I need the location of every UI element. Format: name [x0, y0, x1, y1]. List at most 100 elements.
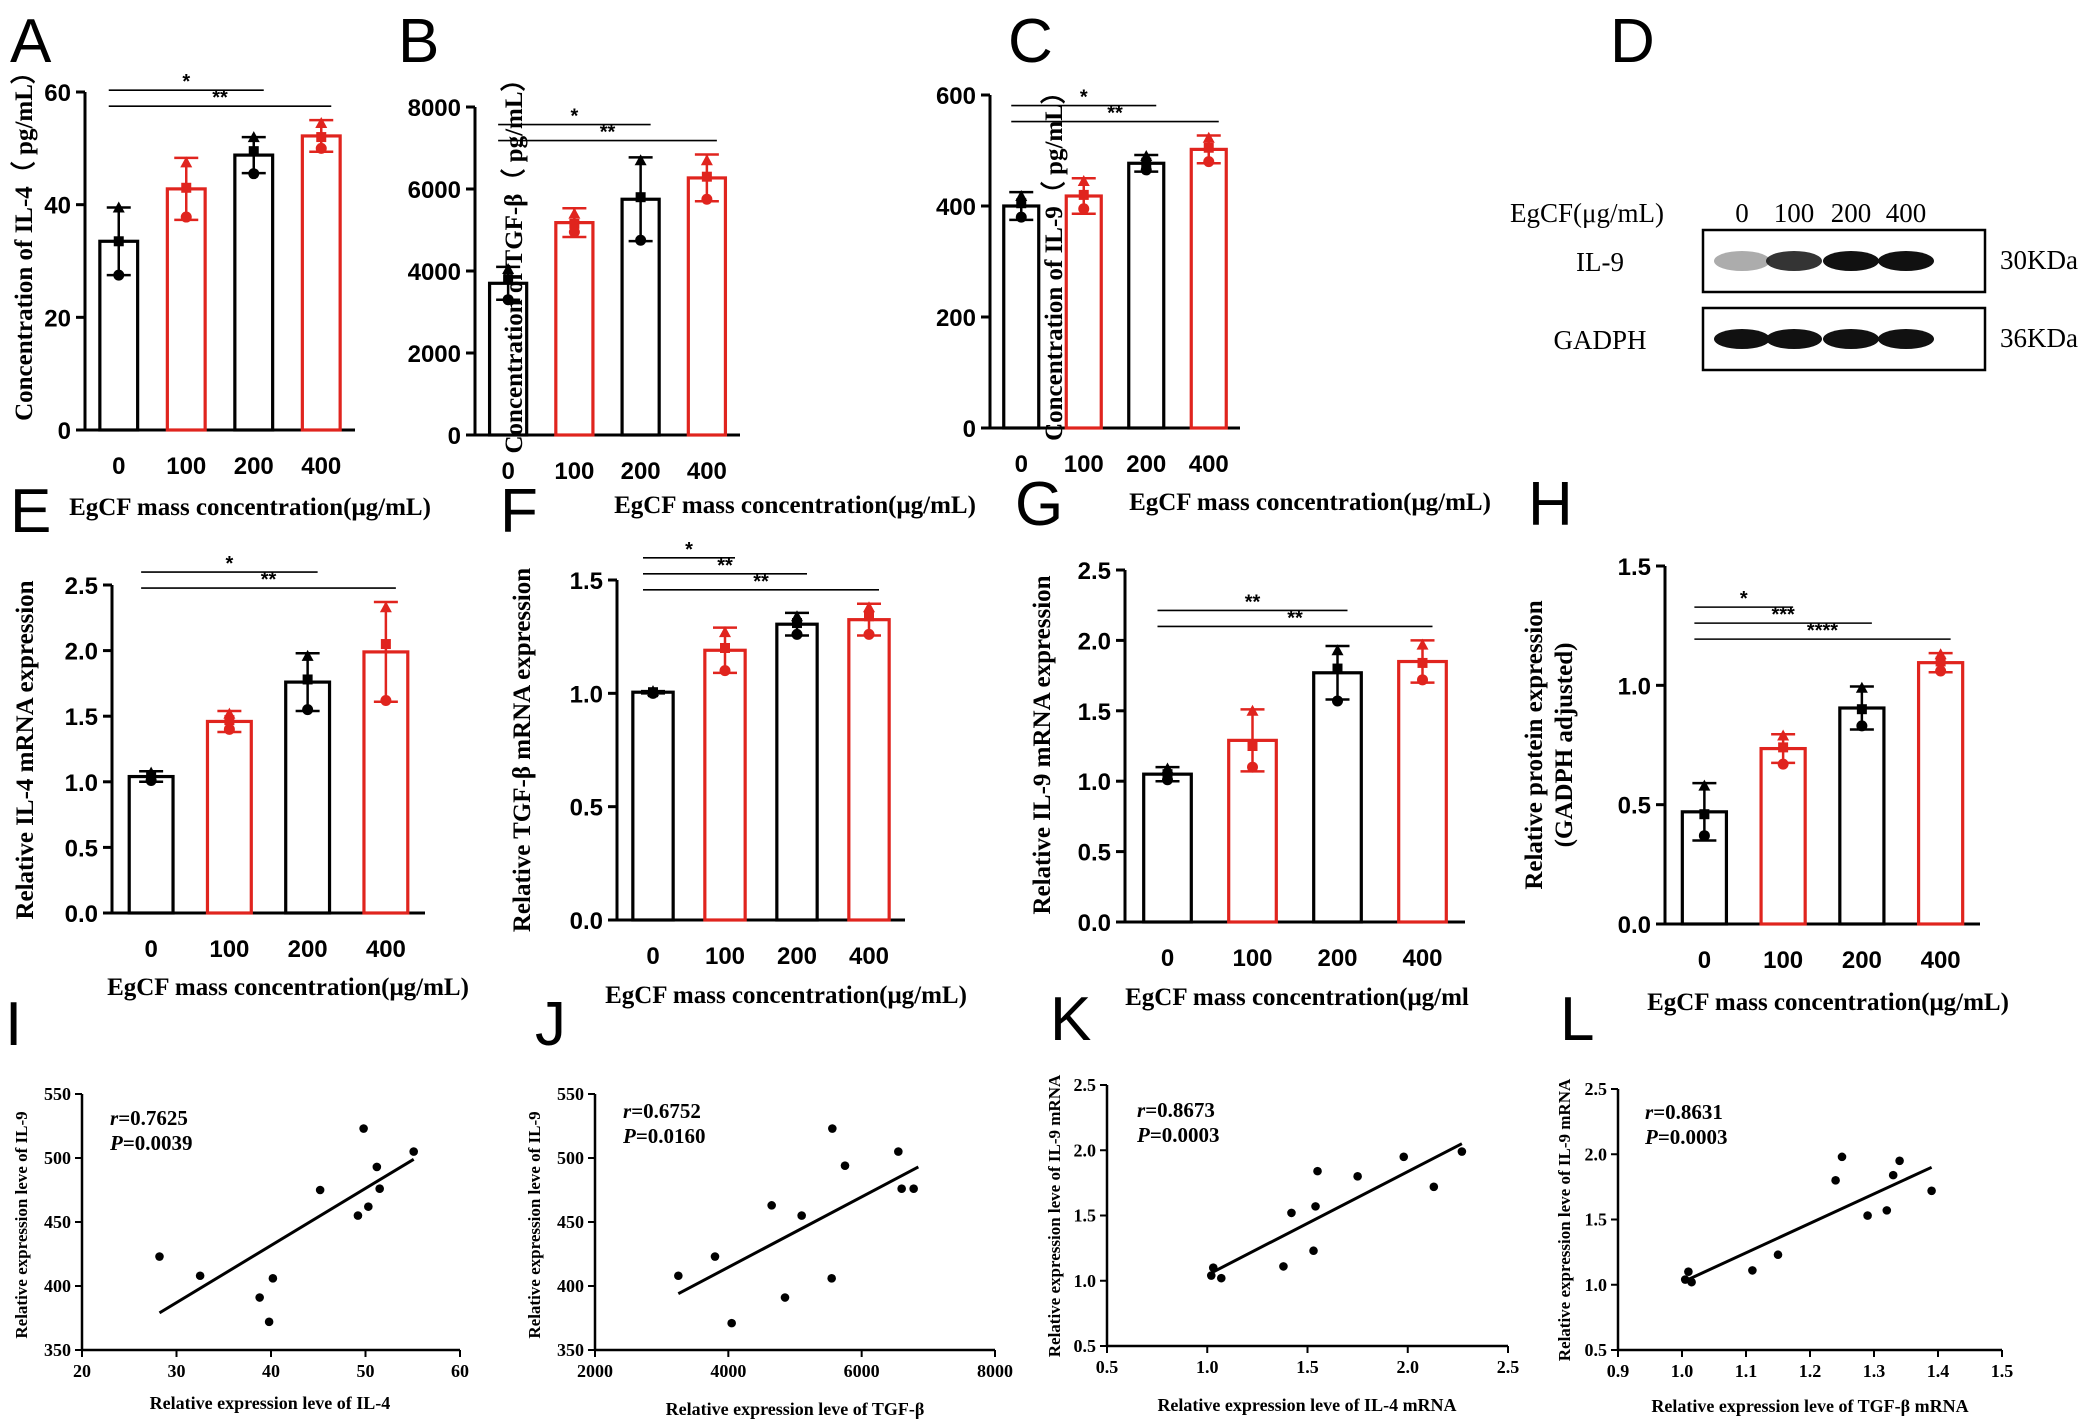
y-tick-label: 6000: [408, 177, 461, 204]
x-axis-label: EgCF mass concentration(μg/mL): [107, 974, 469, 1001]
bar: [703, 648, 747, 922]
y-tick-label: 2.5: [65, 573, 98, 600]
data-point: [1203, 142, 1214, 153]
data-point: [223, 707, 236, 719]
bar: [686, 176, 728, 437]
x-tick-label: 200: [621, 458, 661, 485]
r-symbol: r: [1137, 1098, 1146, 1122]
x-tick-label: 1.3: [1863, 1361, 1886, 1381]
data-point: [1856, 720, 1868, 732]
blot-band: [1714, 251, 1770, 271]
x-tick-label: 100: [705, 943, 745, 970]
p-value: P=0.0003: [1644, 1125, 1728, 1149]
bar: [631, 690, 675, 922]
y-tick-label: 1.0: [570, 681, 603, 708]
x-tick-label: 400: [366, 936, 406, 963]
x-tick-label: 1.0: [1671, 1361, 1694, 1381]
x-tick-label: 0: [1698, 947, 1711, 974]
significance-stars: *: [182, 71, 190, 93]
y-tick-label: 2.0: [1074, 1140, 1097, 1160]
y-tick-label: 20: [44, 305, 71, 332]
bar: [127, 774, 175, 915]
data-point: [1332, 695, 1343, 707]
x-tick-label: 200: [1317, 945, 1357, 972]
y-axis-label: Relative expression leve of IL-9: [12, 1111, 31, 1338]
bar-chart-h: H0.00.51.01.50 100 200 400********Relative …: [1521, 470, 2009, 1016]
x-tick-label: 200: [234, 453, 274, 480]
y-tick-label: 0.5: [1618, 793, 1651, 820]
data-point: [719, 665, 731, 677]
bar: [300, 134, 342, 432]
data-point: [1457, 1147, 1467, 1156]
data-point: [1399, 1152, 1409, 1162]
data-point: [1855, 681, 1868, 693]
x-tick-label: 0: [144, 936, 157, 963]
regression-line: [1210, 1142, 1463, 1275]
data-point: [1935, 665, 1947, 677]
x-tick-label: 1.1: [1735, 1361, 1758, 1381]
bar: [554, 221, 595, 437]
significance-stars: **: [600, 122, 616, 144]
x-tick-label: 400: [1921, 947, 1961, 974]
y-axis-label: Relative TGF-β mRNA expression: [509, 568, 536, 932]
p-number: =0.0160: [636, 1124, 706, 1148]
y-tick-label: 350: [44, 1340, 71, 1360]
x-tick-label: 100: [1232, 945, 1272, 972]
p-value: P=0.0160: [622, 1124, 706, 1148]
lane-label: 100: [1774, 198, 1815, 228]
data-point: [145, 766, 158, 778]
data-point: [701, 171, 712, 182]
regression-line: [1684, 1165, 1933, 1283]
data-point: [1777, 758, 1789, 770]
data-point: [1141, 157, 1152, 168]
data-point: [1927, 1186, 1936, 1196]
data-point: [248, 146, 259, 157]
y-tick-label: 1.5: [1078, 699, 1111, 726]
data-point: [364, 1202, 373, 1211]
r-symbol: r: [110, 1106, 119, 1130]
blot-band: [1714, 329, 1770, 349]
x-axis-label: EgCF mass concentration(μg/mL): [1129, 489, 1491, 516]
x-tick-label: 400: [1189, 451, 1229, 478]
significance-stars: **: [1245, 591, 1261, 613]
data-point: [1748, 1266, 1757, 1275]
y-tick-label: 2000: [408, 341, 461, 368]
blot-band: [1823, 251, 1879, 271]
data-point: [1353, 1172, 1362, 1181]
regression-line: [158, 1157, 415, 1315]
data-point: [1837, 1152, 1847, 1162]
data-point: [720, 643, 730, 653]
data-point: [301, 649, 314, 661]
panel-label: G: [1015, 470, 1063, 539]
blot-row-label: GADPH: [1553, 325, 1646, 355]
y-tick-label: 0.5: [1078, 840, 1111, 867]
blot-row-label: IL-9: [1576, 247, 1624, 277]
x-tick-label: 1.2: [1799, 1361, 1822, 1381]
y-tick-label: 0: [58, 418, 71, 445]
y-tick-label: 0.5: [1074, 1336, 1097, 1356]
x-tick-label: 200: [288, 936, 328, 963]
p-number: =0.0039: [123, 1131, 193, 1155]
data-point: [1078, 203, 1090, 215]
data-point: [1416, 638, 1429, 650]
y-axis-label: Relative expression leve of IL-9 mRNA: [1045, 1074, 1064, 1357]
x-tick-label: 400: [849, 943, 889, 970]
x-tick-label: 1.4: [1927, 1361, 1950, 1381]
y-tick-label: 60: [44, 80, 71, 107]
x-axis-label: EgCF mass concentration(μg/mL): [69, 494, 431, 521]
y-axis-label: (GADPH adjusted): [1551, 643, 1578, 848]
y-tick-label: 1.5: [65, 704, 98, 731]
x-tick-label: 400: [301, 453, 341, 480]
data-point: [647, 685, 659, 697]
data-point: [864, 611, 874, 622]
data-point: [1895, 1156, 1904, 1166]
data-point: [180, 156, 193, 168]
x-tick-label: 0.9: [1607, 1361, 1630, 1381]
panel-label: K: [1050, 985, 1091, 1054]
significance-stars: *: [1740, 588, 1748, 610]
y-tick-label: 1.0: [1585, 1275, 1608, 1295]
data-point: [113, 269, 125, 281]
data-point: [1332, 663, 1343, 674]
data-point: [113, 236, 124, 247]
x-axis-label: Relative expression leve of TGF-β: [666, 1399, 925, 1419]
